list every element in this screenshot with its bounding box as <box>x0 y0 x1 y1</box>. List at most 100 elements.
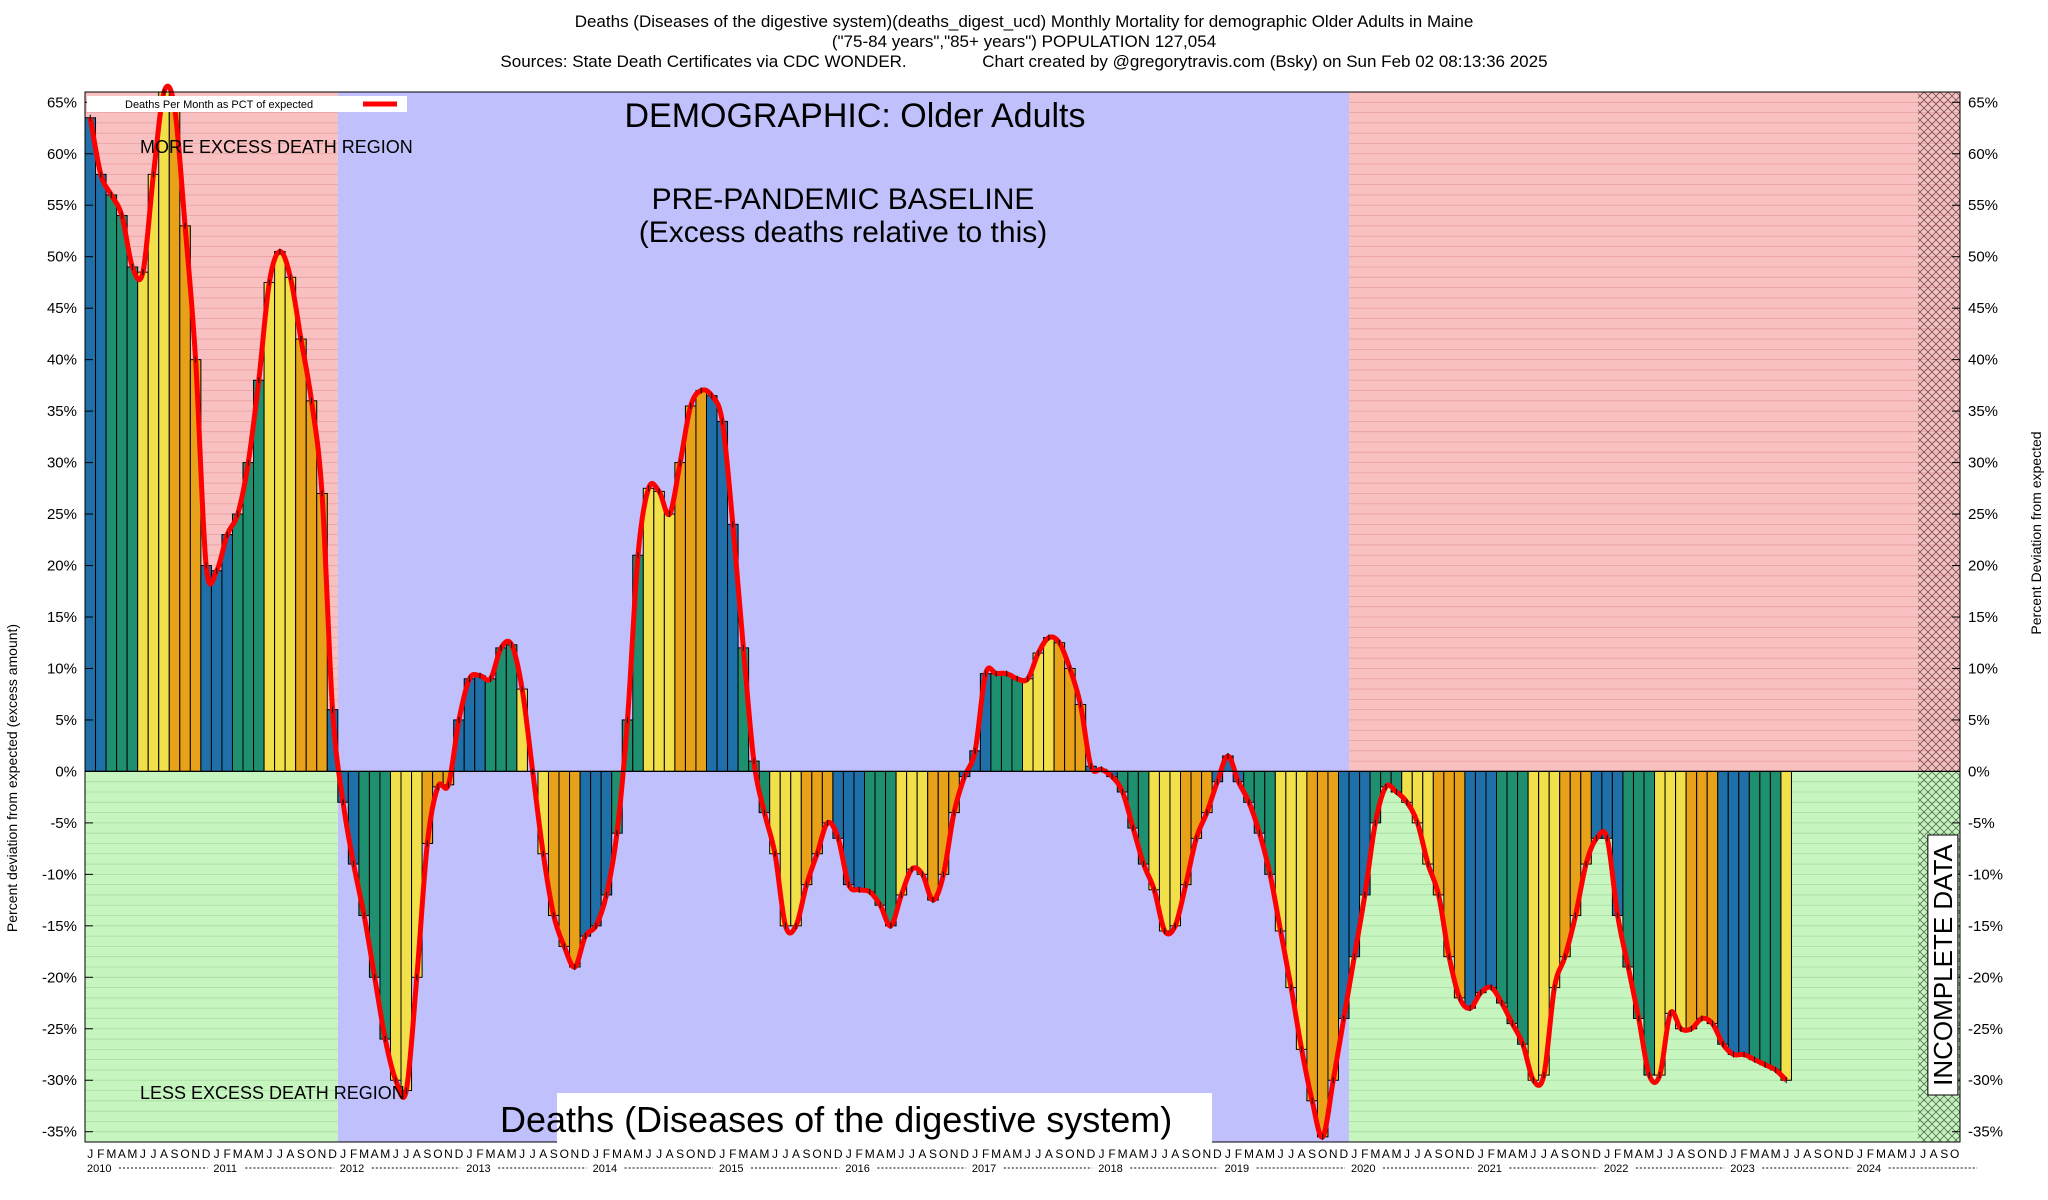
bar-month-28 <box>379 770 391 1040</box>
bar-month-139 <box>1548 770 1561 989</box>
bar-month-140 <box>1559 770 1571 958</box>
x-month-label: O <box>1571 1147 1580 1161</box>
x-month-label: J <box>898 1147 904 1161</box>
x-month-label: D <box>834 1147 843 1161</box>
bar-month-131 <box>1464 770 1476 1009</box>
x-year-label: 2020 <box>1351 1163 1375 1175</box>
x-month-label: J <box>1278 1147 1284 1161</box>
x-month-label: S <box>171 1147 179 1161</box>
x-month-label: A <box>1003 1147 1011 1161</box>
bar-month-15 <box>242 462 255 772</box>
x-month-label: J <box>719 1147 725 1161</box>
bar-month-5 <box>137 271 149 772</box>
x-month-label: M <box>507 1147 517 1161</box>
x-month-label: J <box>403 1147 409 1161</box>
bar-month-149 <box>1654 770 1666 1076</box>
bar-month-59 <box>705 395 718 772</box>
x-month-label: J <box>593 1147 599 1161</box>
x-month-label: J <box>772 1147 778 1161</box>
bar-month-159 <box>1759 770 1771 1066</box>
x-month-label: N <box>697 1147 706 1161</box>
x-month-label: S <box>1940 1147 1948 1161</box>
x-month-label: J <box>519 1147 525 1161</box>
y-tick-label-left: 15% <box>47 609 77 626</box>
x-month-label: J <box>466 1147 472 1161</box>
x-month-label: O <box>1318 1147 1327 1161</box>
x-month-label: M <box>1771 1147 1781 1161</box>
bar-month-9 <box>179 225 191 772</box>
x-month-label: A <box>1045 1147 1053 1161</box>
bar-month-37 <box>474 675 486 772</box>
bar-month-133 <box>1485 770 1498 989</box>
y-tick-label-left: 0% <box>55 763 77 780</box>
bar-month-155 <box>1717 770 1729 1045</box>
x-month-label: J <box>87 1147 93 1161</box>
x-month-label: J <box>656 1147 662 1161</box>
x-month-label: A <box>1424 1147 1432 1161</box>
bar-month-154 <box>1706 770 1719 1025</box>
bar-month-156 <box>1727 770 1740 1055</box>
x-month-label: F <box>1108 1147 1115 1161</box>
baseline-label-line1: PRE-PANDEMIC BASELINE <box>652 183 1035 216</box>
bar-month-157 <box>1738 770 1750 1055</box>
bar-month-20 <box>295 338 307 772</box>
bar-month-12 <box>210 570 223 772</box>
x-month-label: A <box>1803 1147 1811 1161</box>
x-month-label: S <box>1435 1147 1443 1161</box>
x-month-label: N <box>444 1147 453 1161</box>
x-month-label: M <box>759 1147 769 1161</box>
x-month-label: S <box>676 1147 684 1161</box>
x-month-label: F <box>1614 1147 1621 1161</box>
bar-month-53 <box>642 487 655 772</box>
bar-month-118 <box>1327 770 1340 1081</box>
x-month-label: F <box>1488 1147 1495 1161</box>
x-month-label: J <box>1404 1147 1410 1161</box>
x-month-label: F <box>982 1147 989 1161</box>
y-tick-label-right: -25% <box>1968 1021 2003 1038</box>
x-month-label: J <box>393 1147 399 1161</box>
x-month-label: O <box>1697 1147 1706 1161</box>
x-month-label: M <box>738 1147 748 1161</box>
x-month-label: F <box>1361 1147 1368 1161</box>
x-month-label: N <box>1076 1147 1085 1161</box>
bar-month-6 <box>147 173 160 772</box>
y-tick-label-left: -15% <box>42 918 77 935</box>
x-month-label: M <box>633 1147 643 1161</box>
x-month-label: A <box>1677 1147 1685 1161</box>
x-month-label: M <box>1118 1147 1128 1161</box>
y-tick-label-left: -30% <box>42 1072 77 1089</box>
bar-month-21 <box>305 400 318 772</box>
y-tick-label-left: 30% <box>47 455 77 472</box>
x-month-label: O <box>1444 1147 1453 1161</box>
x-month-label: M <box>1518 1147 1528 1161</box>
x-month-label: J <box>1910 1147 1916 1161</box>
x-month-label: J <box>972 1147 978 1161</box>
y-tick-label-left: 45% <box>47 300 77 317</box>
x-month-label: S <box>1055 1147 1063 1161</box>
x-month-label: J <box>1731 1147 1737 1161</box>
x-month-label: N <box>1455 1147 1464 1161</box>
chart-title-line-3: Sources: State Death Certificates via CD… <box>500 52 1548 71</box>
y-tick-label-left: 25% <box>47 506 77 523</box>
bar-month-55 <box>663 513 676 772</box>
bar-month-67 <box>790 770 802 927</box>
bar-month-46 <box>569 770 581 968</box>
x-month-label: A <box>539 1147 547 1161</box>
bar-month-101 <box>1148 770 1160 891</box>
x-month-label: J <box>1151 1147 1157 1161</box>
bar-month-48 <box>590 770 602 927</box>
bar-month-148 <box>1643 770 1656 1076</box>
bar-month-137 <box>1527 770 1540 1081</box>
bar-month-74 <box>863 770 876 893</box>
x-month-label: A <box>750 1147 758 1161</box>
bar-month-2 <box>105 194 118 772</box>
y-tick-label-right: -30% <box>1968 1072 2003 1089</box>
y-tick-label-right: 50% <box>1968 249 1998 266</box>
bar-month-146 <box>1622 770 1634 968</box>
chart-title-line-2: ("75-84 years","85+ years") POPULATION 1… <box>831 32 1217 51</box>
x-year-label: 2010 <box>87 1163 111 1175</box>
x-month-label: S <box>423 1147 431 1161</box>
x-month-label: A <box>1508 1147 1516 1161</box>
y-tick-label-left: 5% <box>55 712 77 729</box>
